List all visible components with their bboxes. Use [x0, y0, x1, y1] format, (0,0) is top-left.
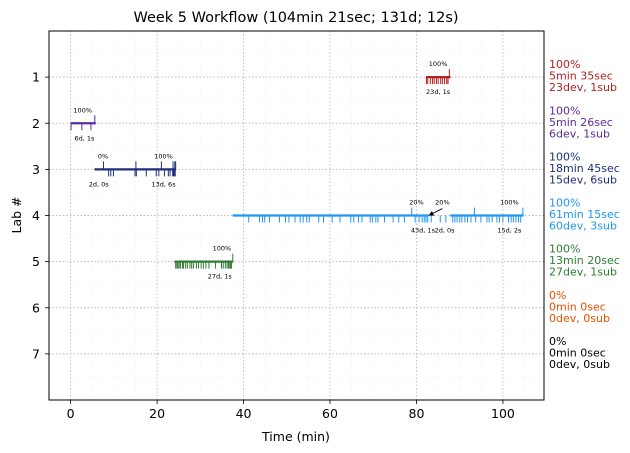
lab-1-marks: 100% 23d, 1s — [425, 60, 451, 96]
x-tick-label: 40 — [236, 406, 252, 421]
lab-summary-line: 0dev, 0sub — [549, 358, 610, 371]
lab-summary-line: 13min 20sec — [549, 254, 620, 267]
lab-summary-line: 0dev, 0sub — [549, 312, 610, 325]
lab-summary-line: 100% — [549, 104, 580, 117]
annotation-label: 13d, 6s — [152, 180, 177, 188]
lab-summary-line: 100% — [549, 58, 580, 71]
annotation-label: 100% — [213, 245, 232, 253]
annotation-label: 100% — [154, 152, 173, 160]
annotation-label: 100% — [73, 106, 92, 114]
lab-summary-line: 6dev, 1sub — [549, 127, 610, 140]
lab-summary-line: 5min 35sec — [549, 70, 613, 83]
annotation-label: 23d, 1s — [426, 88, 451, 96]
lab-summary-line: 100% — [549, 150, 580, 163]
lab-summary-line: 0% — [549, 335, 566, 348]
lab-summary-line: 23dev, 1sub — [549, 81, 617, 94]
chart-marks: 100% 23d, 1s 100% 6d, 1s 0% 2d, 0s 100% 13d, 6s… — [70, 60, 524, 281]
lab-summary-line: 0min 0sec — [549, 346, 606, 359]
x-axis-ticks: 0 20 40 60 80 100 — [67, 400, 515, 421]
x-axis-label: Time (min) — [261, 429, 330, 444]
annotation-label: 43d, 1s — [411, 227, 436, 235]
lab-summary-line: 27dev, 1sub — [549, 266, 617, 279]
x-tick-label: 100 — [491, 406, 515, 421]
annotation-label: 6d, 1s — [74, 134, 95, 142]
y-axis-ticks: 1 2 3 4 5 6 7 — [32, 70, 49, 361]
annotation-label: 2d, 0s — [435, 227, 456, 235]
lab-summary-line: 100% — [549, 243, 580, 256]
y-tick-label: 7 — [32, 346, 40, 361]
y-tick-label: 5 — [32, 254, 40, 269]
lab-5-marks: 100% 27d, 1s — [174, 245, 234, 281]
y-tick-label: 2 — [32, 116, 40, 131]
annotation-label: 100% — [500, 199, 519, 207]
lab-summary-line: 0min 0sec — [549, 300, 606, 313]
lab-summary-line: 5min 26sec — [549, 116, 613, 129]
lab-summary-line: 15dev, 6sub — [549, 173, 617, 186]
x-tick-label: 0 — [67, 406, 75, 421]
lab-summary-line: 18min 45sec — [549, 162, 620, 175]
lab-2-marks: 100% 6d, 1s — [70, 106, 96, 142]
lab-summary-line: 61min 15sec — [549, 208, 620, 221]
y-tick-label: 3 — [32, 162, 40, 177]
annotation-label: 27d, 1s — [208, 273, 233, 281]
y-tick-label: 4 — [32, 208, 40, 223]
x-tick-label: 80 — [409, 406, 425, 421]
chart-title: Week 5 Workflow (104min 21sec; 131d; 12s… — [133, 10, 458, 26]
lab-summary-line: 100% — [549, 197, 580, 210]
lab-summary-line: 0% — [549, 289, 566, 302]
annotation-label: 20% — [409, 199, 423, 207]
annotation-arrow-head — [428, 210, 435, 216]
y-axis-label: Lab # — [9, 196, 24, 233]
annotation-label: 20% — [435, 199, 449, 207]
y-tick-label: 1 — [32, 70, 40, 85]
annotation-label: 100% — [429, 60, 448, 68]
annotation-label: 15d, 2s — [497, 227, 522, 235]
annotation-label: 0% — [98, 152, 108, 160]
annotation-label: 2d, 0s — [89, 180, 110, 188]
lab-summary-line: 60dev, 3sub — [549, 220, 617, 233]
y-tick-label: 6 — [32, 300, 40, 315]
x-tick-label: 20 — [149, 406, 165, 421]
lab-4-marks: 20% 20% 43d, 1s 2d, 0s 100% 15d, 2s — [232, 199, 524, 235]
x-tick-label: 60 — [322, 406, 338, 421]
lab-3-marks: 0% 2d, 0s 100% 13d, 6s — [89, 152, 176, 188]
